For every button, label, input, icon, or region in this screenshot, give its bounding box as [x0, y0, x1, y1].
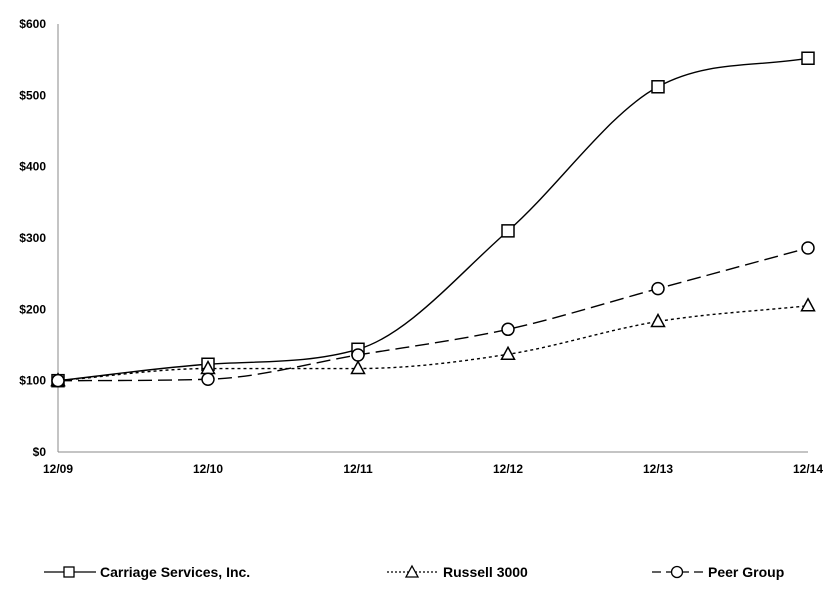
data-point-square-marker	[801, 51, 815, 65]
data-point-circle-marker	[51, 373, 65, 388]
legend-swatch-triangle-dotted-icon	[387, 564, 439, 578]
legend-swatch-square-solid-icon	[44, 566, 96, 578]
x-axis-ticks: 12/09 12/10 12/11 12/12 12/13 12/14	[43, 462, 823, 476]
x-tick-label: 12/11	[343, 462, 373, 476]
y-tick-label: $0	[33, 445, 47, 459]
x-tick-label: 12/09	[43, 462, 73, 476]
series-carriage-services-inc	[51, 51, 815, 388]
data-point-circle-marker	[651, 281, 665, 296]
legend-swatch-circle-dashed-icon	[652, 565, 704, 579]
data-point-circle-marker	[201, 372, 215, 386]
series-line	[57, 305, 809, 382]
data-point-square-marker	[651, 80, 665, 94]
data-point-circle-marker	[351, 348, 365, 362]
data-point-triangle-marker	[650, 312, 666, 328]
y-tick-label: $600	[19, 17, 46, 31]
x-tick-label: 12/14	[793, 462, 823, 476]
y-tick-label: $300	[19, 231, 46, 245]
x-tick-label: 12/10	[193, 462, 223, 476]
legend-item-peer-group: Peer Group	[650, 560, 784, 584]
chart-legend: Carriage Services, Inc. Russell 3000 Pee…	[0, 560, 830, 584]
legend-label: Carriage Services, Inc.	[100, 564, 251, 580]
chart-axes	[57, 24, 808, 453]
legend-item-russell-3000: Russell 3000	[385, 560, 528, 584]
data-point-circle-marker	[501, 322, 515, 337]
x-tick-label: 12/12	[493, 462, 523, 476]
data-point-triangle-marker	[800, 297, 816, 312]
legend-label: Russell 3000	[443, 564, 528, 580]
legend-label: Peer Group	[708, 564, 785, 580]
data-point-circle-marker	[801, 241, 815, 255]
y-tick-label: $400	[19, 160, 46, 174]
y-tick-label: $500	[19, 88, 46, 102]
chart-series	[50, 51, 816, 388]
y-tick-label: $100	[19, 374, 46, 388]
x-tick-label: 12/13	[643, 462, 673, 476]
y-axis-ticks: $0 $100 $200 $300 $400 $500 $600	[19, 17, 46, 459]
y-tick-label: $200	[19, 302, 46, 316]
series-line	[57, 247, 809, 382]
data-point-triangle-marker	[500, 345, 516, 361]
series-line	[57, 57, 809, 382]
series-russell-3000	[50, 297, 816, 387]
data-point-square-marker	[501, 224, 515, 238]
data-point-triangle-marker	[350, 359, 366, 375]
series-peer-group	[51, 241, 815, 388]
legend-item-carriage-services: Carriage Services, Inc.	[42, 560, 250, 584]
